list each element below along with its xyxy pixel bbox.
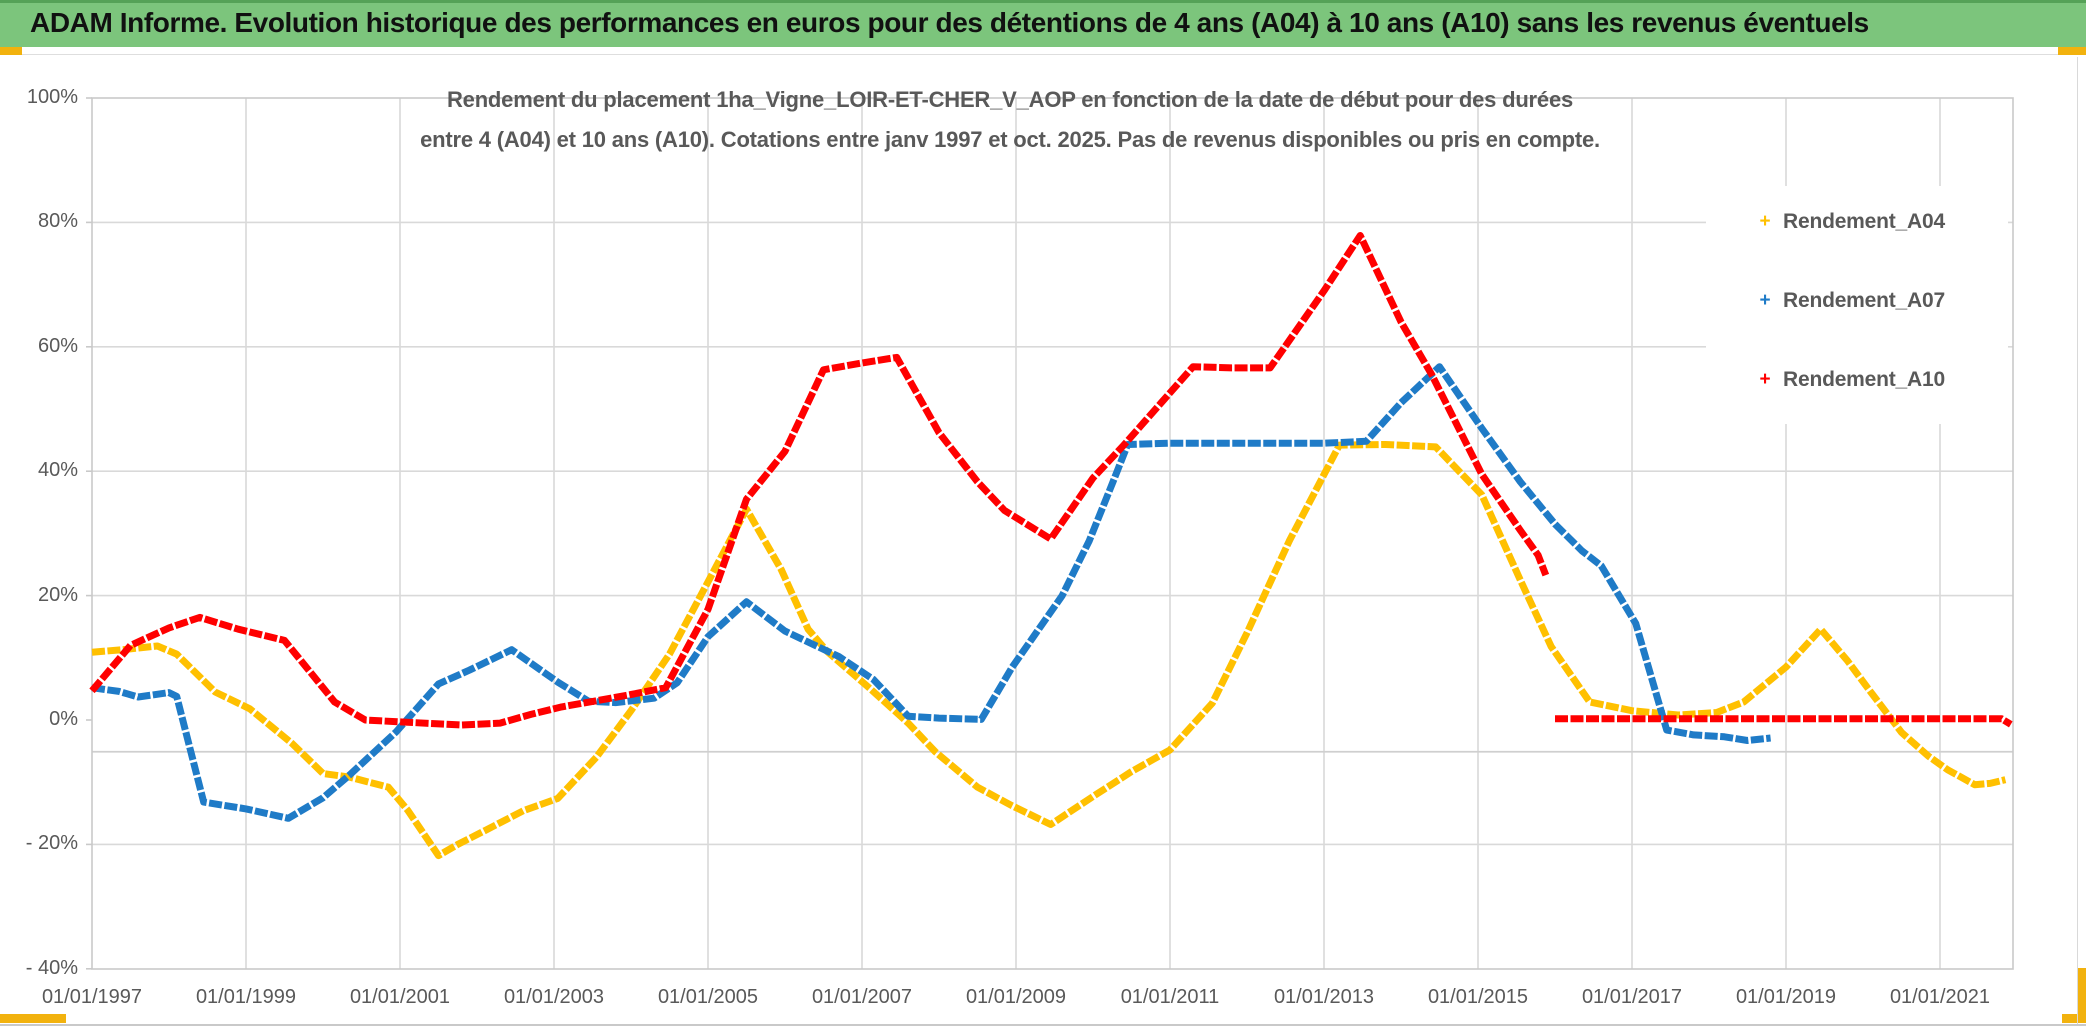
legend-label: Rendement_A07 bbox=[1783, 289, 1945, 312]
y-axis-label-100: 100% bbox=[26, 86, 78, 108]
corner-accent-bottom-right-horizontal bbox=[2062, 1014, 2086, 1023]
chart-subtitle-line2: entre 4 (A04) et 10 ans (A10). Cotations… bbox=[420, 127, 1600, 152]
series-line-rendement_a04 bbox=[91, 441, 2007, 860]
y-axis-label--40: - 40% bbox=[25, 956, 78, 979]
y-axis-label--20: - 20% bbox=[25, 832, 78, 855]
x-axis-label-1999: 01/01/1999 bbox=[195, 986, 297, 1008]
title-bar: ADAM Informe. Evolution historique des p… bbox=[0, 0, 2086, 47]
series-line-rendement_a10-segment2 bbox=[1555, 715, 2013, 728]
legend-marker-icon: + bbox=[1759, 211, 1771, 232]
y-axis-label-0: 0% bbox=[49, 708, 78, 730]
x-axis-label-2019: 01/01/2019 bbox=[1735, 986, 1837, 1008]
corner-accent-bottom-left bbox=[0, 1014, 66, 1023]
corner-accent-top-right bbox=[2058, 47, 2086, 55]
legend-label: Rendement_A10 bbox=[1783, 368, 1945, 391]
x-axis-label-2015: 01/01/2015 bbox=[1427, 986, 1529, 1008]
y-axis-label-80: 80% bbox=[37, 210, 78, 233]
y-axis-label-60: 60% bbox=[37, 334, 78, 357]
chart-frame-bottom-border bbox=[0, 1024, 2086, 1026]
legend-item-rendement_a07: + Rendement_A07 bbox=[1756, 286, 1945, 316]
corner-accent-bottom-right-vertical bbox=[2078, 968, 2086, 1023]
x-axis-label-2005: 01/01/2005 bbox=[657, 986, 759, 1008]
page-title: ADAM Informe. Evolution historique des p… bbox=[30, 7, 1869, 38]
chart-frame-right-border bbox=[2077, 57, 2078, 1024]
x-axis-label-2003: 01/01/2003 bbox=[503, 986, 605, 1008]
y-axis-label-40: 40% bbox=[37, 459, 78, 482]
chart-subtitle: Rendement du placement 1ha_Vigne_LOIR-ET… bbox=[0, 80, 2020, 160]
x-axis-label-2017: 01/01/2017 bbox=[1581, 986, 1683, 1008]
legend-label: Rendement_A04 bbox=[1783, 210, 1945, 233]
x-axis-label-2011: 01/01/2011 bbox=[1120, 986, 1220, 1008]
legend-marker-icon: + bbox=[1759, 369, 1771, 390]
x-axis-label-2013: 01/01/2013 bbox=[1273, 986, 1375, 1008]
corner-accent-top-left bbox=[0, 47, 22, 55]
x-axis-label-2021: 01/01/2021 bbox=[1889, 986, 1991, 1008]
chart-subtitle-line1: Rendement du placement 1ha_Vigne_LOIR-ET… bbox=[446, 87, 1574, 112]
legend-item-rendement_a04: + Rendement_A04 bbox=[1756, 207, 1945, 237]
plot-border bbox=[91, 97, 2014, 970]
legend: + Rendement_A04 + Rendement_A07 + Rendement_A… bbox=[1706, 186, 2008, 424]
series-line-rendement_a07 bbox=[91, 363, 1771, 822]
legend-item-rendement_a10: + Rendement_A10 bbox=[1756, 365, 1945, 395]
x-axis-label-1997: 01/01/1997 bbox=[41, 986, 143, 1008]
header-divider bbox=[0, 54, 2086, 55]
x-axis-label-2009: 01/01/2009 bbox=[965, 986, 1067, 1008]
x-axis-label-2001: 01/01/2001 bbox=[349, 986, 451, 1008]
x-axis-label-2007: 01/01/2007 bbox=[811, 986, 913, 1008]
legend-marker-icon: + bbox=[1759, 290, 1771, 311]
y-axis-label-20: 20% bbox=[37, 583, 78, 606]
series-line-rendement_a10 bbox=[89, 232, 1550, 729]
